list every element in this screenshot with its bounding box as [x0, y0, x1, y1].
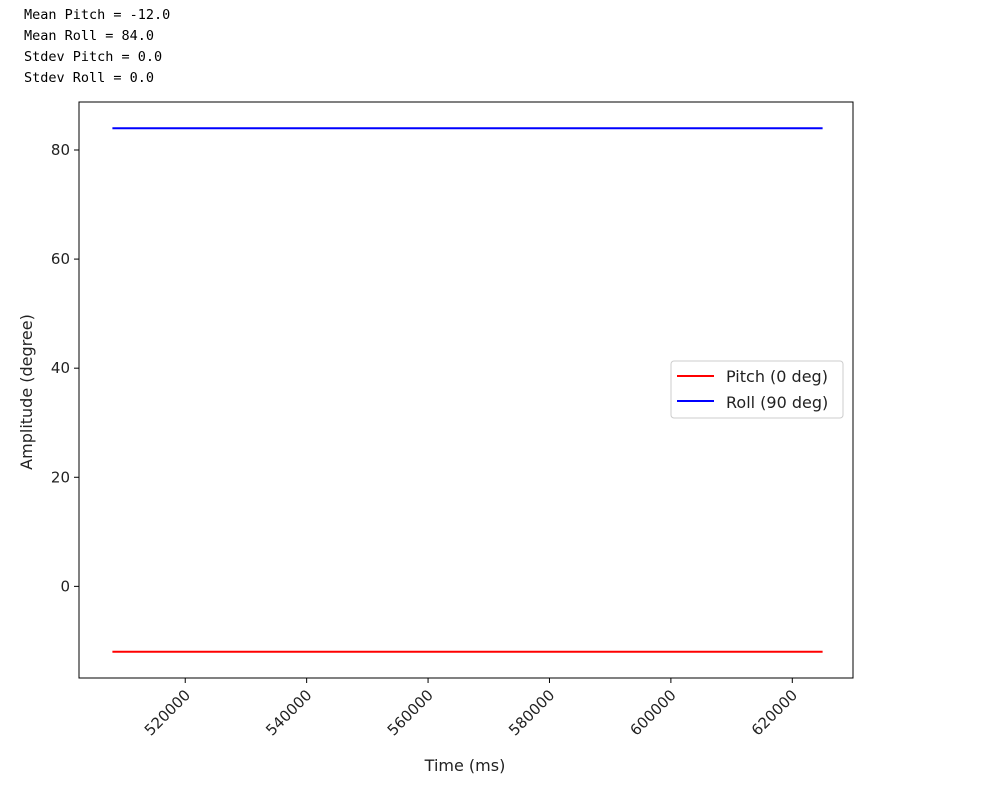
- series-layer: [112, 127, 823, 653]
- x-tick-label: 600000: [626, 686, 679, 739]
- stdev-pitch-text: Stdev Pitch = 0.0: [24, 49, 163, 65]
- x-tick-label: 560000: [384, 686, 437, 739]
- mean-roll-text: Mean Roll = 84.0: [24, 28, 155, 44]
- y-tick-label: 80: [51, 141, 70, 159]
- y-tick-label: 20: [51, 468, 70, 486]
- x-tick-label: 520000: [141, 686, 194, 739]
- stdev-roll-text: Stdev Roll = 0.0: [24, 70, 155, 86]
- plot-frame: [78, 101, 854, 679]
- x-tick-label: 580000: [505, 686, 558, 739]
- mean-pitch-text: Mean Pitch = -12.0: [24, 7, 171, 23]
- stats-summary: Mean Pitch = -12.0 Mean Roll = 84.0 Stde…: [24, 5, 170, 89]
- legend: Pitch (0 deg) Roll (90 deg): [670, 360, 844, 419]
- x-axis-label: Time (ms): [424, 756, 506, 775]
- y-tick-label: 40: [51, 359, 70, 377]
- y-axis-label: Amplitude (degree): [17, 314, 36, 470]
- x-tick-label: 540000: [262, 686, 315, 739]
- legend-label-roll: Roll (90 deg): [726, 393, 828, 412]
- legend-label-pitch: Pitch (0 deg): [726, 367, 828, 386]
- y-tick-label: 60: [51, 250, 70, 268]
- ticks-layer: 520000 540000 560000 580000 600000 620000 0 20 4…: [51, 141, 801, 739]
- x-tick-label: 620000: [748, 686, 801, 739]
- y-tick-label: 0: [60, 577, 70, 595]
